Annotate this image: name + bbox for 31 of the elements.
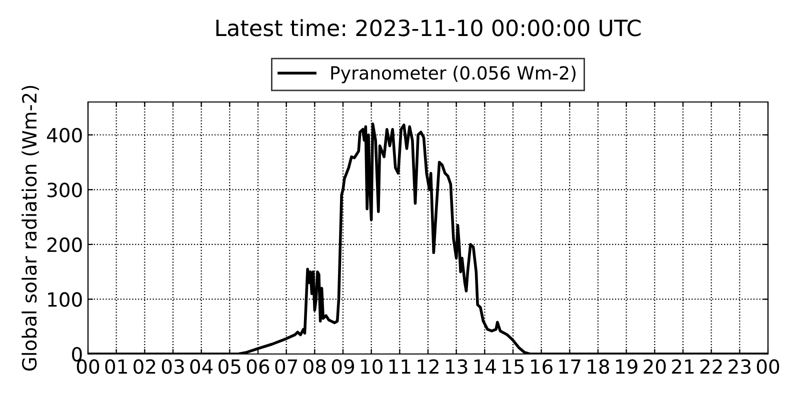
y-tick-label: 100 (48, 292, 82, 307)
x-tick-label: 08 (304, 359, 326, 374)
x-tick-label: 03 (162, 359, 184, 374)
y-tick-label: 300 (48, 182, 82, 198)
x-tick-label: 18 (588, 359, 610, 374)
x-tick-label: 05 (218, 359, 240, 374)
y-tick-label: 400 (46, 128, 82, 143)
x-tick-label: 16 (531, 359, 552, 374)
x-tick-label: 23 (728, 359, 750, 374)
x-tick-label: 09 (332, 359, 354, 374)
y-tick-label: 200 (47, 237, 82, 252)
x-tick-label: 20 (644, 359, 666, 374)
legend-label: Pyranometer (0.056 Wm-2) (331, 66, 576, 84)
x-tick-label: 17 (559, 359, 580, 374)
x-tick-label: 21 (672, 359, 694, 374)
x-tick-label: 22 (700, 359, 722, 374)
x-tick-label: 02 (134, 359, 156, 374)
x-tick-label: 04 (190, 359, 213, 374)
x-tick-label: 11 (389, 359, 410, 374)
x-tick-label: 10 (361, 359, 382, 374)
x-tick-label: 12 (418, 359, 438, 374)
x-tick-label: 19 (616, 359, 638, 374)
x-tick-label: 01 (105, 359, 127, 374)
x-tick-label: 07 (275, 359, 298, 374)
x-tick-label: 00 (756, 359, 780, 374)
x-tick-label: 06 (246, 359, 270, 374)
chart-title: Latest time: 2023-11-10 00:00:00 UTC (216, 19, 641, 36)
x-tick-label: 14 (474, 359, 496, 374)
y-axis-title: Global solar radiation (Wm-2) (22, 86, 39, 371)
x-tick-label: 13 (446, 359, 468, 374)
x-tick-label: 15 (502, 359, 524, 374)
